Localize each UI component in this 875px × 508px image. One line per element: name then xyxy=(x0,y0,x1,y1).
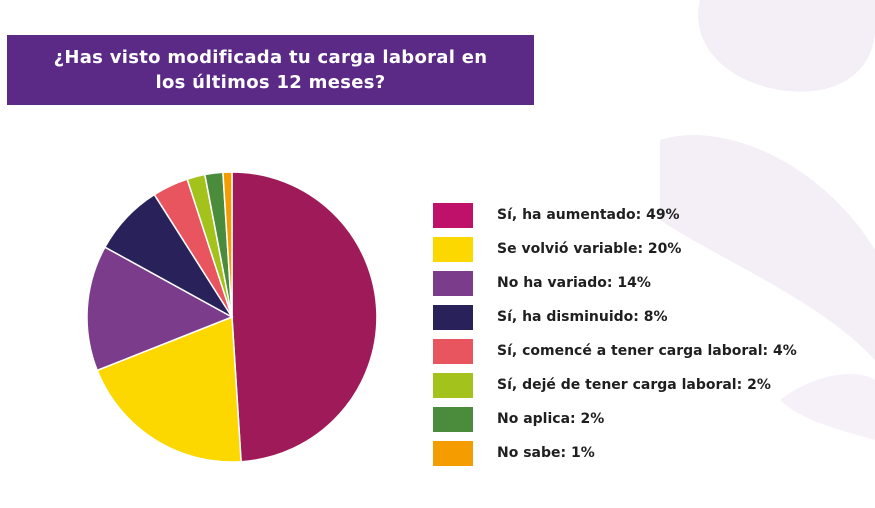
legend-label: No ha variado: 14% xyxy=(497,275,651,291)
legend-label: No aplica: 2% xyxy=(497,411,604,427)
legend-swatch xyxy=(433,339,473,364)
legend-label: Sí, ha disminuido: 8% xyxy=(497,309,668,325)
pie-slice-si-ha-aumentado xyxy=(232,172,377,462)
legend-swatch xyxy=(433,203,473,228)
legend-item: Sí, comencé a tener carga laboral: 4% xyxy=(433,334,797,368)
legend-swatch xyxy=(433,237,473,262)
legend-swatch xyxy=(433,407,473,432)
legend-item: No aplica: 2% xyxy=(433,402,797,436)
legend-swatch xyxy=(433,305,473,330)
legend-swatch xyxy=(433,441,473,466)
legend-swatch xyxy=(433,271,473,296)
legend-label: Sí, comencé a tener carga laboral: 4% xyxy=(497,343,797,359)
legend-label: Sí, dejé de tener carga laboral: 2% xyxy=(497,377,771,393)
legend: Sí, ha aumentado: 49% Se volvió variable… xyxy=(433,198,797,470)
legend-label: Sí, ha aumentado: 49% xyxy=(497,207,680,223)
legend-label: No sabe: 1% xyxy=(497,445,595,461)
legend-item: No ha variado: 14% xyxy=(433,266,797,300)
legend-item: Sí, ha aumentado: 49% xyxy=(433,198,797,232)
legend-swatch xyxy=(433,373,473,398)
pie-chart xyxy=(0,0,420,480)
legend-label: Se volvió variable: 20% xyxy=(497,241,681,257)
legend-item: Sí, dejé de tener carga laboral: 2% xyxy=(433,368,797,402)
legend-item: Se volvió variable: 20% xyxy=(433,232,797,266)
legend-item: Sí, ha disminuido: 8% xyxy=(433,300,797,334)
legend-item: No sabe: 1% xyxy=(433,436,797,470)
